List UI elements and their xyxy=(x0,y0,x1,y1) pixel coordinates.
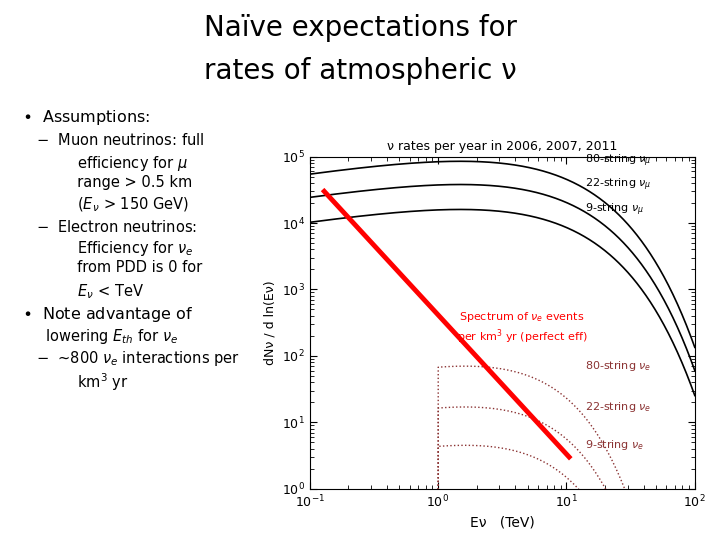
Text: $-$  ~800 $\nu_e$ interactions per: $-$ ~800 $\nu_e$ interactions per xyxy=(36,349,240,368)
X-axis label: Eν   (TeV): Eν (TeV) xyxy=(470,516,534,530)
Text: 9-string $\nu_e$: 9-string $\nu_e$ xyxy=(585,438,644,453)
Text: from PDD is 0 for: from PDD is 0 for xyxy=(54,260,202,275)
Text: 9-string $\nu_\mu$: 9-string $\nu_\mu$ xyxy=(585,201,644,218)
Text: $-$  Muon neutrinos: full: $-$ Muon neutrinos: full xyxy=(36,132,204,149)
Text: Naïve expectations for: Naïve expectations for xyxy=(204,14,516,42)
Text: ($E_\nu$ > 150 GeV): ($E_\nu$ > 150 GeV) xyxy=(54,196,189,214)
Y-axis label: dNν / d ln(Eν): dNν / d ln(Eν) xyxy=(263,280,276,365)
Text: per km$^3$ yr (perfect eff): per km$^3$ yr (perfect eff) xyxy=(456,327,588,346)
Text: Spectrum of $\nu_e$ events: Spectrum of $\nu_e$ events xyxy=(459,310,585,323)
Text: km$^3$ yr: km$^3$ yr xyxy=(54,371,128,393)
Text: 22-string $\nu_e$: 22-string $\nu_e$ xyxy=(585,400,652,414)
Text: $E_\nu$ < TeV: $E_\nu$ < TeV xyxy=(54,282,144,301)
Text: $\bullet$  Assumptions:: $\bullet$ Assumptions: xyxy=(22,108,150,127)
Text: $\bullet$  Note advantage of: $\bullet$ Note advantage of xyxy=(22,305,193,324)
Text: range > 0.5 km: range > 0.5 km xyxy=(54,176,192,191)
Text: efficiency for $\mu$: efficiency for $\mu$ xyxy=(54,154,188,173)
Text: 80-string $\nu_e$: 80-string $\nu_e$ xyxy=(585,359,652,373)
Text: 80-string $\nu_\mu$: 80-string $\nu_\mu$ xyxy=(585,153,652,170)
Text: Efficiency for $\nu_e$: Efficiency for $\nu_e$ xyxy=(54,239,194,258)
Text: 22-string $\nu_\mu$: 22-string $\nu_\mu$ xyxy=(585,177,652,193)
Text: lowering $E_{th}$ for $\nu_e$: lowering $E_{th}$ for $\nu_e$ xyxy=(36,327,178,346)
Title: ν rates per year in 2006, 2007, 2011: ν rates per year in 2006, 2007, 2011 xyxy=(387,140,617,153)
Text: $-$  Electron neutrinos:: $-$ Electron neutrinos: xyxy=(36,219,197,235)
Text: rates of atmospheric ν: rates of atmospheric ν xyxy=(204,57,516,85)
